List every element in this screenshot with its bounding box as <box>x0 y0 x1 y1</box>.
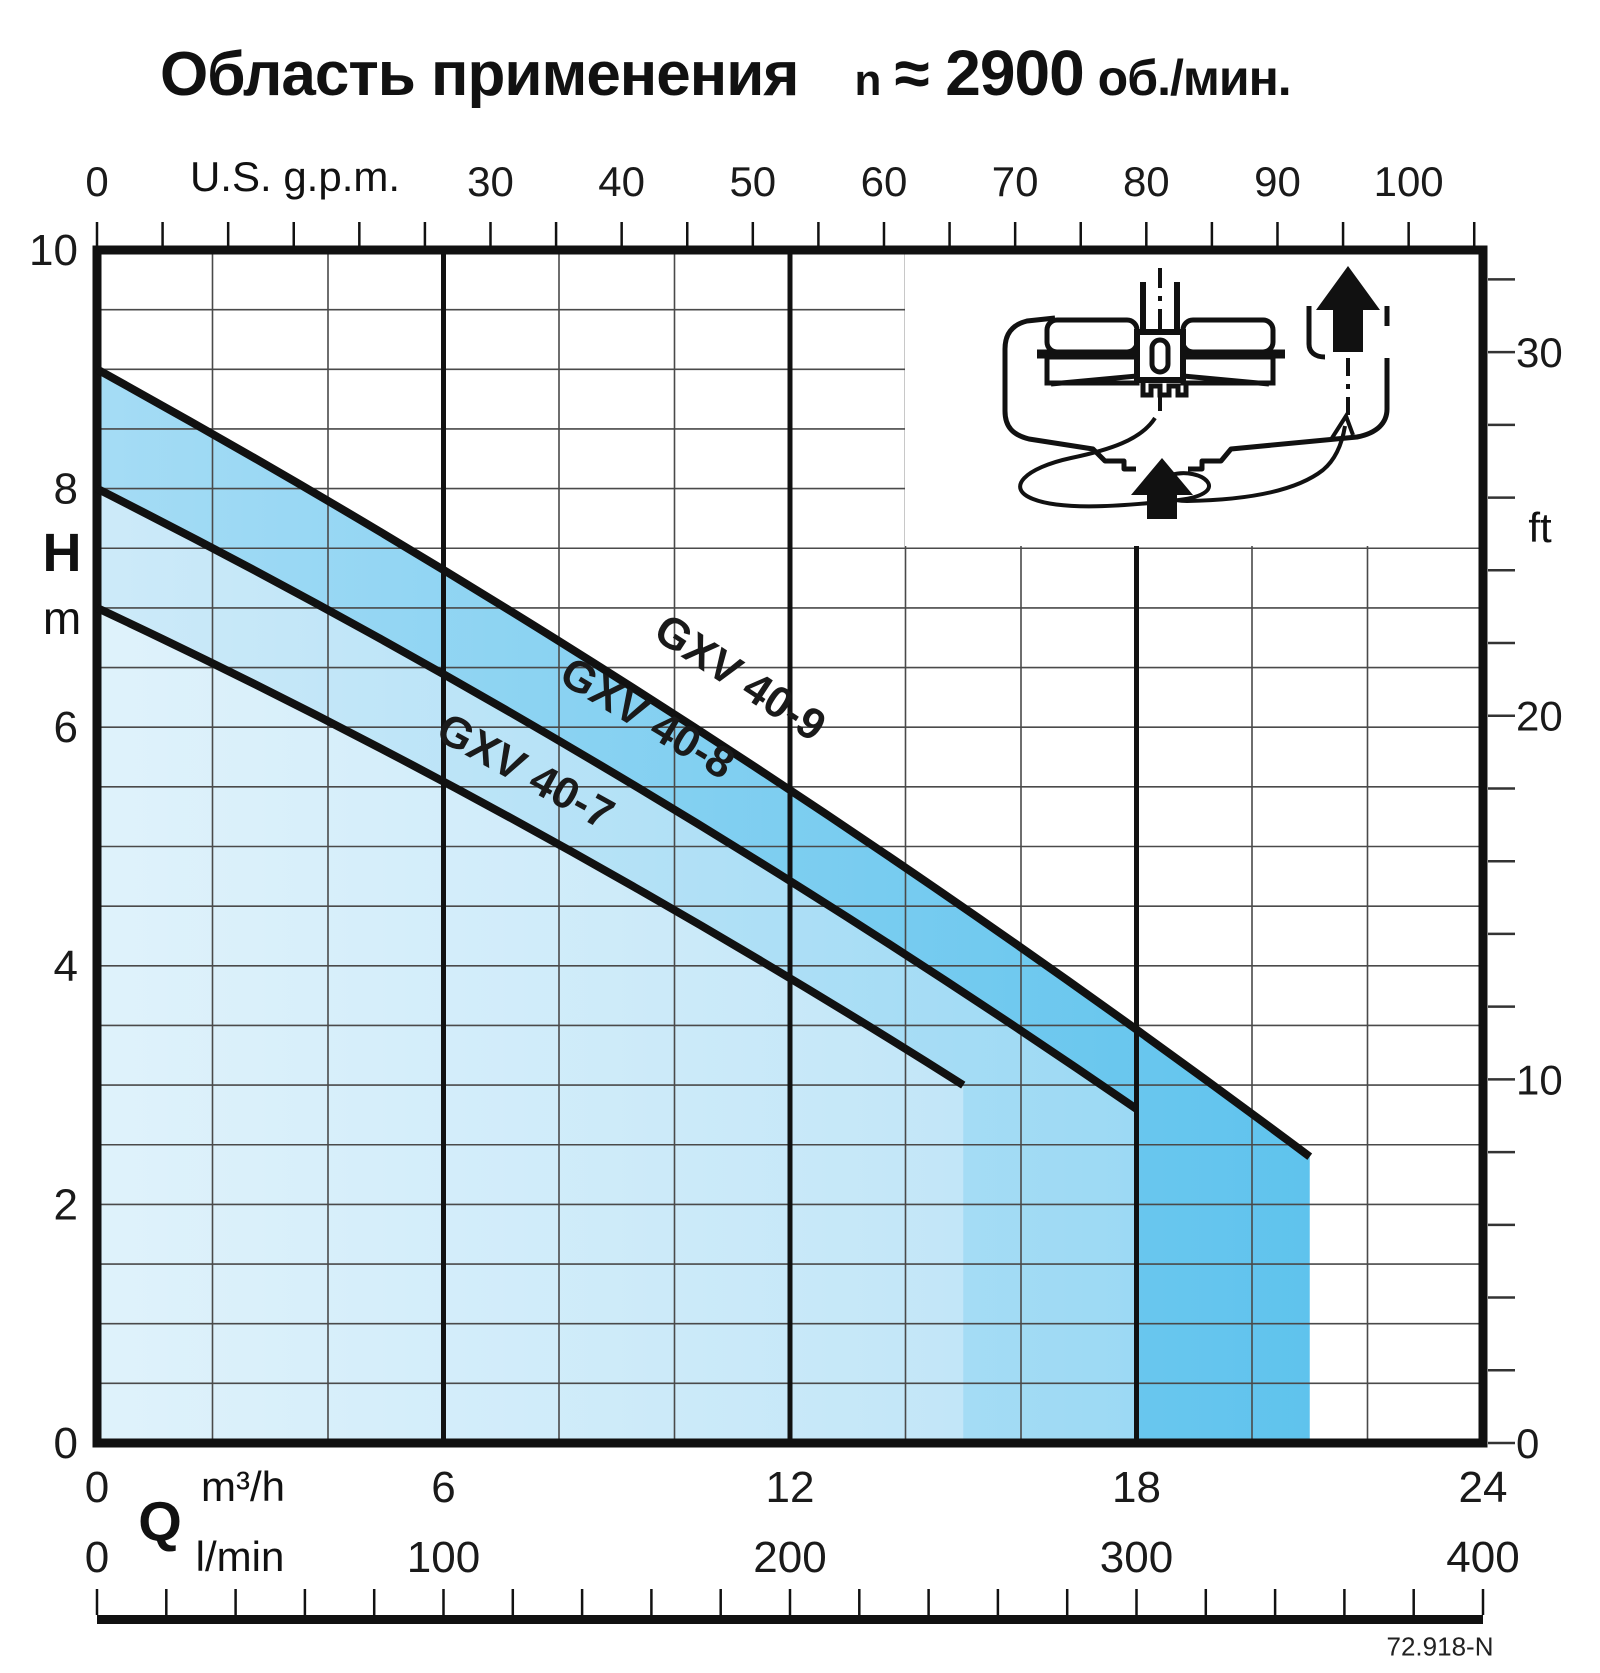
bottom-lmin-tick-label: 0 <box>85 1533 109 1582</box>
title-speed-value: ≈ 2900 <box>894 37 1084 109</box>
left-axis-symbol: H <box>42 523 82 583</box>
inlet-arrow-icon <box>1131 458 1193 519</box>
bottom-axis-symbol-q: Q <box>138 1489 182 1553</box>
top-axis-tick-label: 0 <box>85 158 108 205</box>
left-axis-tick-label: 6 <box>54 703 78 752</box>
top-axis-unit-label: U.S. g.p.m. <box>189 153 401 200</box>
pump-shaft <box>1140 282 1180 338</box>
right-axis-tick-label: 0 <box>1516 1420 1539 1467</box>
top-axis-tick-label: 70 <box>992 158 1039 205</box>
plot-frame-layer <box>92 245 1488 1448</box>
impeller-blade-upper-left <box>1044 317 1140 355</box>
right-axis-tick-label: 20 <box>1516 693 1563 740</box>
top-axis-tick-label: 90 <box>1254 158 1301 205</box>
bottom-lmin-tick-label: 200 <box>753 1533 826 1582</box>
top-axis-tick-label: 50 <box>729 158 776 205</box>
bottom-m3h-tick-label: 6 <box>431 1463 455 1512</box>
impeller-blade-upper-right <box>1180 317 1276 355</box>
hub-comb <box>1140 383 1189 398</box>
right-axis-tick-label: 30 <box>1516 329 1563 376</box>
series-curve-gxv-40-8 <box>95 485 1139 1113</box>
top-axis-tick-label: 80 <box>1123 158 1170 205</box>
hub-keyway <box>1149 337 1171 375</box>
bottom-lmin-tick-label: 100 <box>407 1533 480 1582</box>
discharge-pipe-walls <box>1306 306 1390 360</box>
top-axis-tick-label: 40 <box>598 158 645 205</box>
tick-layer <box>95 222 1515 1624</box>
discharge-arrow-icon <box>1316 266 1380 352</box>
flow-arrowhead-icon <box>1330 411 1355 440</box>
right-axis-unit-label: ft <box>1528 504 1552 551</box>
flow-path-line <box>1018 416 1347 509</box>
bottom-m3h-tick-label: 12 <box>766 1463 815 1512</box>
bottom-m3h-tick-label: 24 <box>1459 1463 1508 1512</box>
series-curve-gxv-40-9 <box>95 365 1313 1160</box>
series-curve-gxv-40-7 <box>95 604 966 1089</box>
title-text: Область применения <box>160 40 799 109</box>
top-axis-tick-label: 30 <box>467 158 514 205</box>
bottom-ruler-bar <box>97 1615 1483 1624</box>
bottom-lmin-tick-label: 400 <box>1446 1533 1519 1582</box>
left-axis-tick-label: 2 <box>54 1180 78 1229</box>
bottom-m3h-tick-label: 18 <box>1112 1463 1161 1512</box>
pump-inset-diagram <box>905 254 1479 546</box>
title-speed-symbol: n <box>854 56 881 105</box>
impeller-blade-edges <box>1050 373 1270 387</box>
top-axis-tick-label: 100 <box>1374 158 1444 205</box>
bottom-m3h-tick-label: 0 <box>85 1463 109 1512</box>
plot-border <box>92 245 1488 1448</box>
left-axis-tick-label: 0 <box>54 1419 78 1468</box>
left-axis-tick-label: 4 <box>54 942 78 991</box>
drawing-number-footnote: 72.918-N <box>1386 1631 1494 1662</box>
bottom-axis-m3h-unit: m³/h <box>201 1463 285 1510</box>
left-axis-unit-label: m <box>42 592 82 644</box>
chart-title: Область применения n ≈ 2900 об./мин. <box>160 36 1292 110</box>
title-speed-unit: об./мин. <box>1097 50 1292 106</box>
right-axis-tick-label: 10 <box>1516 1056 1563 1103</box>
left-axis-tick-label: 10 <box>29 226 78 275</box>
pump-casing-outline <box>1002 315 1390 472</box>
top-axis-tick-label: 60 <box>861 158 908 205</box>
bottom-lmin-tick-label: 300 <box>1100 1533 1173 1582</box>
left-axis-tick-label: 8 <box>54 465 78 514</box>
bottom-axis-lmin-unit: l/min <box>195 1533 285 1580</box>
